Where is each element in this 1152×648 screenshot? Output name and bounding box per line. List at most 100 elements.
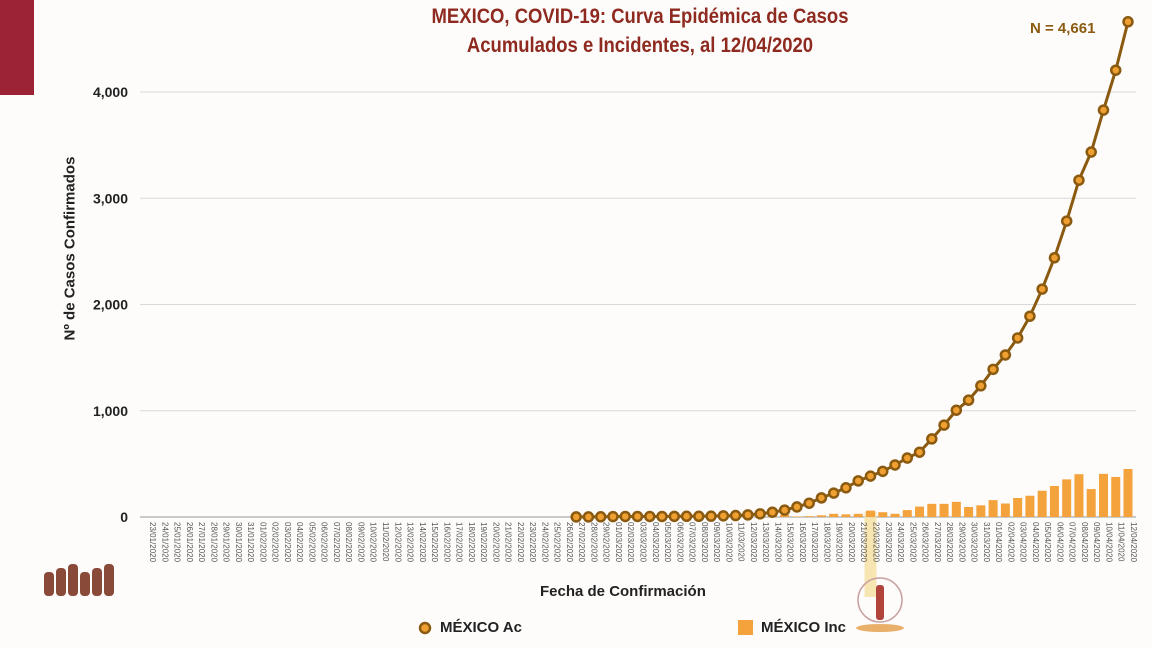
x-tick-label: 11/02/2020	[381, 522, 390, 562]
x-tick-label: 11/03/2020	[737, 522, 746, 562]
x-tick-label: 31/01/2020	[246, 522, 255, 563]
square-marker-icon	[738, 620, 753, 635]
bar-incident	[865, 510, 875, 517]
highlight-band	[864, 512, 877, 597]
bar-incident	[1000, 503, 1010, 517]
mascot-icon	[856, 577, 904, 632]
point-acumulados	[766, 506, 779, 518]
bar-incident	[951, 501, 961, 517]
x-tick-label: 23/02/2020	[528, 522, 537, 563]
line-acumulados	[576, 21, 1130, 519]
point-acumulados	[742, 509, 754, 521]
x-tick-label: 20/02/2020	[491, 522, 500, 563]
point-acumulados	[631, 510, 644, 523]
legend-label: MÉXICO Ac	[440, 619, 522, 636]
y-tick-label: 2,000	[93, 297, 128, 313]
legend-item-acumulados: MÉXICO Ac	[418, 619, 522, 636]
point-acumulados	[1122, 16, 1134, 28]
x-tick-label: 30/01/2020	[234, 522, 243, 563]
point-acumulados	[1109, 64, 1122, 76]
x-tick-label: 06/02/2020	[320, 522, 329, 563]
x-tick-label: 01/03/2020	[614, 522, 623, 563]
bar-incident	[804, 516, 814, 517]
point-acumulados	[975, 380, 987, 392]
logo-figure	[56, 568, 66, 596]
logo-figure	[104, 564, 114, 596]
x-tick-label: 06/03/2020	[675, 522, 684, 563]
x-tick-label: 24/01/2020	[160, 522, 169, 563]
point-acumulados	[950, 404, 963, 416]
point-acumulados	[999, 349, 1012, 361]
x-tick-label: 16/02/2020	[442, 522, 451, 563]
point-acumulados	[582, 511, 595, 523]
x-tick-label: 23/03/2020	[884, 522, 893, 563]
x-tick-label: 29/02/2020	[602, 522, 611, 563]
x-tick-label: 15/02/2020	[430, 522, 439, 563]
x-tick-label: 01/02/2020	[258, 522, 267, 563]
bar-incident	[927, 503, 937, 517]
mascot-base	[856, 624, 904, 632]
point-acumulados	[668, 510, 681, 523]
x-tick-label: 13/03/2020	[761, 522, 770, 563]
x-tick-label: 28/03/2020	[945, 522, 954, 563]
x-tick-label: 28/01/2020	[209, 522, 218, 563]
y-tick-label: 3,000	[93, 190, 128, 206]
point-acumulados	[1097, 104, 1110, 116]
bar-incident	[792, 516, 802, 517]
x-tick-label: 24/02/2020	[540, 522, 549, 563]
x-tick-label: 21/03/2020	[859, 522, 868, 563]
circle-marker-icon	[418, 621, 432, 634]
x-tick-label: 11/04/2020	[1117, 522, 1126, 562]
x-tick-label: 26/02/2020	[565, 522, 574, 563]
x-tick-label: 18/02/2020	[467, 522, 476, 563]
point-acumulados	[705, 510, 717, 522]
y-tick-label: 4,000	[93, 84, 128, 100]
point-acumulados	[877, 465, 889, 478]
x-tick-label: 29/01/2020	[222, 522, 231, 563]
bar-incident	[780, 514, 790, 517]
x-tick-label: 21/02/2020	[504, 522, 513, 563]
x-tick-label: 02/02/2020	[271, 522, 280, 563]
mascot-outline	[857, 577, 903, 623]
point-acumulados	[901, 452, 914, 464]
x-tick-label: 02/03/2020	[626, 522, 635, 563]
x-tick-label: 02/04/2020	[1006, 522, 1015, 563]
logo-figure	[80, 572, 90, 596]
x-tick-label: 22/02/2020	[516, 522, 525, 563]
y-tick-label: 1,000	[93, 403, 128, 419]
x-tick-label: 12/03/2020	[749, 522, 758, 563]
point-acumulados	[680, 510, 693, 523]
x-tick-label: 15/03/2020	[786, 522, 795, 563]
x-tick-label: 09/03/2020	[712, 522, 721, 563]
bar-incident	[902, 510, 912, 517]
point-acumulados	[717, 510, 730, 522]
point-acumulados	[570, 511, 582, 523]
point-acumulados	[1073, 174, 1085, 186]
chart-title: MEXICO, COVID-19: Curva Epidémica de Cas…	[341, 2, 939, 60]
x-tick-label: 10/03/2020	[724, 522, 733, 563]
x-tick-label: 16/03/2020	[798, 522, 807, 563]
x-tick-label: 10/02/2020	[369, 522, 378, 563]
x-tick-label: 07/02/2020	[332, 522, 341, 563]
point-acumulados	[913, 446, 926, 458]
bar-incident	[915, 506, 925, 517]
x-tick-label: 17/03/2020	[810, 522, 819, 563]
point-acumulados	[938, 419, 950, 431]
point-acumulados	[803, 497, 815, 509]
point-acumulados	[889, 459, 901, 471]
point-acumulados	[1011, 332, 1024, 344]
x-tick-label: 04/04/2020	[1031, 522, 1040, 563]
point-acumulados	[644, 510, 656, 523]
bar-incident	[1037, 490, 1047, 517]
x-tick-label: 04/02/2020	[295, 522, 304, 563]
x-tick-label: 31/03/2020	[982, 522, 991, 563]
title-line-2: Acumulados e Incidentes, al 12/04/2020	[466, 34, 814, 57]
point-acumulados	[778, 504, 791, 516]
bar-incident	[964, 507, 974, 517]
bar-incident	[988, 500, 998, 517]
x-tick-label: 06/04/2020	[1055, 522, 1064, 563]
x-tick-label: 30/03/2020	[970, 522, 979, 563]
x-tick-label: 25/01/2020	[173, 522, 182, 563]
bar-incident	[829, 513, 839, 517]
total-annotation: N = 4,661	[1030, 20, 1096, 37]
